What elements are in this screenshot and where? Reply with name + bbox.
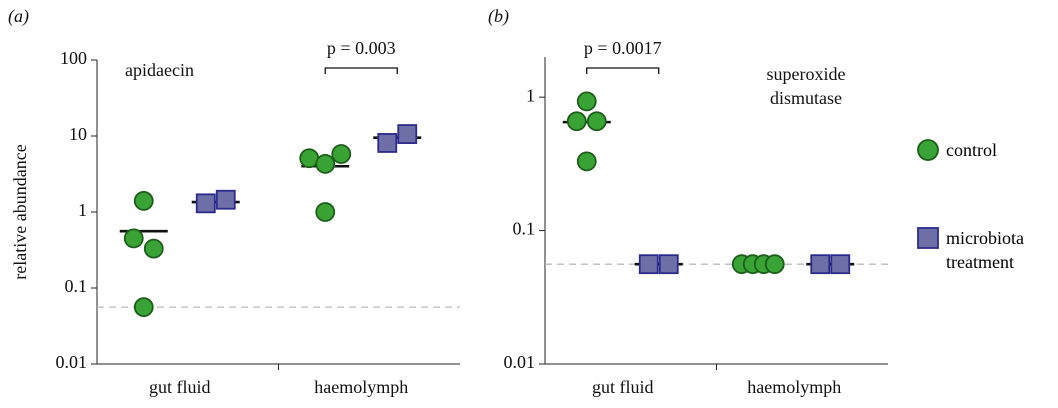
significance-bracket <box>586 67 660 74</box>
marker <box>315 153 336 174</box>
marker <box>195 193 216 214</box>
marker <box>143 238 164 259</box>
marker <box>576 151 597 172</box>
marker <box>586 111 607 132</box>
marker <box>397 124 418 144</box>
legend-entry: microbiota treatment <box>916 226 1026 274</box>
x-tick-label: haemolymph <box>747 377 841 397</box>
marker <box>123 228 144 249</box>
y-tick-label: 100 <box>60 48 87 68</box>
panel-label: (a) <box>8 6 29 27</box>
marker <box>133 190 154 211</box>
marker <box>215 189 236 210</box>
marker <box>638 254 659 275</box>
y-tick-label: 0.01 <box>56 352 88 372</box>
marker <box>133 297 154 318</box>
y-tick-label: 0.01 <box>504 352 536 372</box>
panel-title: apidaecin <box>125 60 194 80</box>
legend-entry: control <box>916 138 1026 162</box>
marker <box>764 254 785 275</box>
p-value: p = 0.0017 <box>584 38 662 58</box>
x-tick-label: gut fluid <box>149 377 211 397</box>
significance-bracket <box>324 67 398 74</box>
y-axis-label: relative abundance <box>10 144 30 279</box>
marker <box>315 202 336 222</box>
marker <box>658 254 679 275</box>
y-tick-label: 0.1 <box>513 219 536 239</box>
panel-label: (b) <box>488 6 509 27</box>
marker <box>576 91 597 112</box>
y-tick-label: 10 <box>69 124 87 144</box>
y-tick-label: 1 <box>78 200 87 220</box>
legend-label: microbiota treatment <box>946 228 1024 272</box>
marker <box>810 254 831 275</box>
x-tick-label: haemolymph <box>314 377 408 397</box>
y-tick-label: 1 <box>526 85 535 105</box>
x-tick-label: gut fluid <box>592 377 654 397</box>
marker <box>331 144 352 164</box>
panel-title: superoxide <box>767 64 846 84</box>
panel-title: dismutase <box>770 88 842 108</box>
marker <box>377 133 398 153</box>
marker <box>830 254 851 275</box>
marker <box>566 111 587 132</box>
legend-marker <box>917 139 939 161</box>
legend-label: control <box>946 140 997 160</box>
y-tick-label: 0.1 <box>65 276 88 296</box>
legend-marker <box>917 227 939 249</box>
p-value: p = 0.003 <box>327 38 396 58</box>
